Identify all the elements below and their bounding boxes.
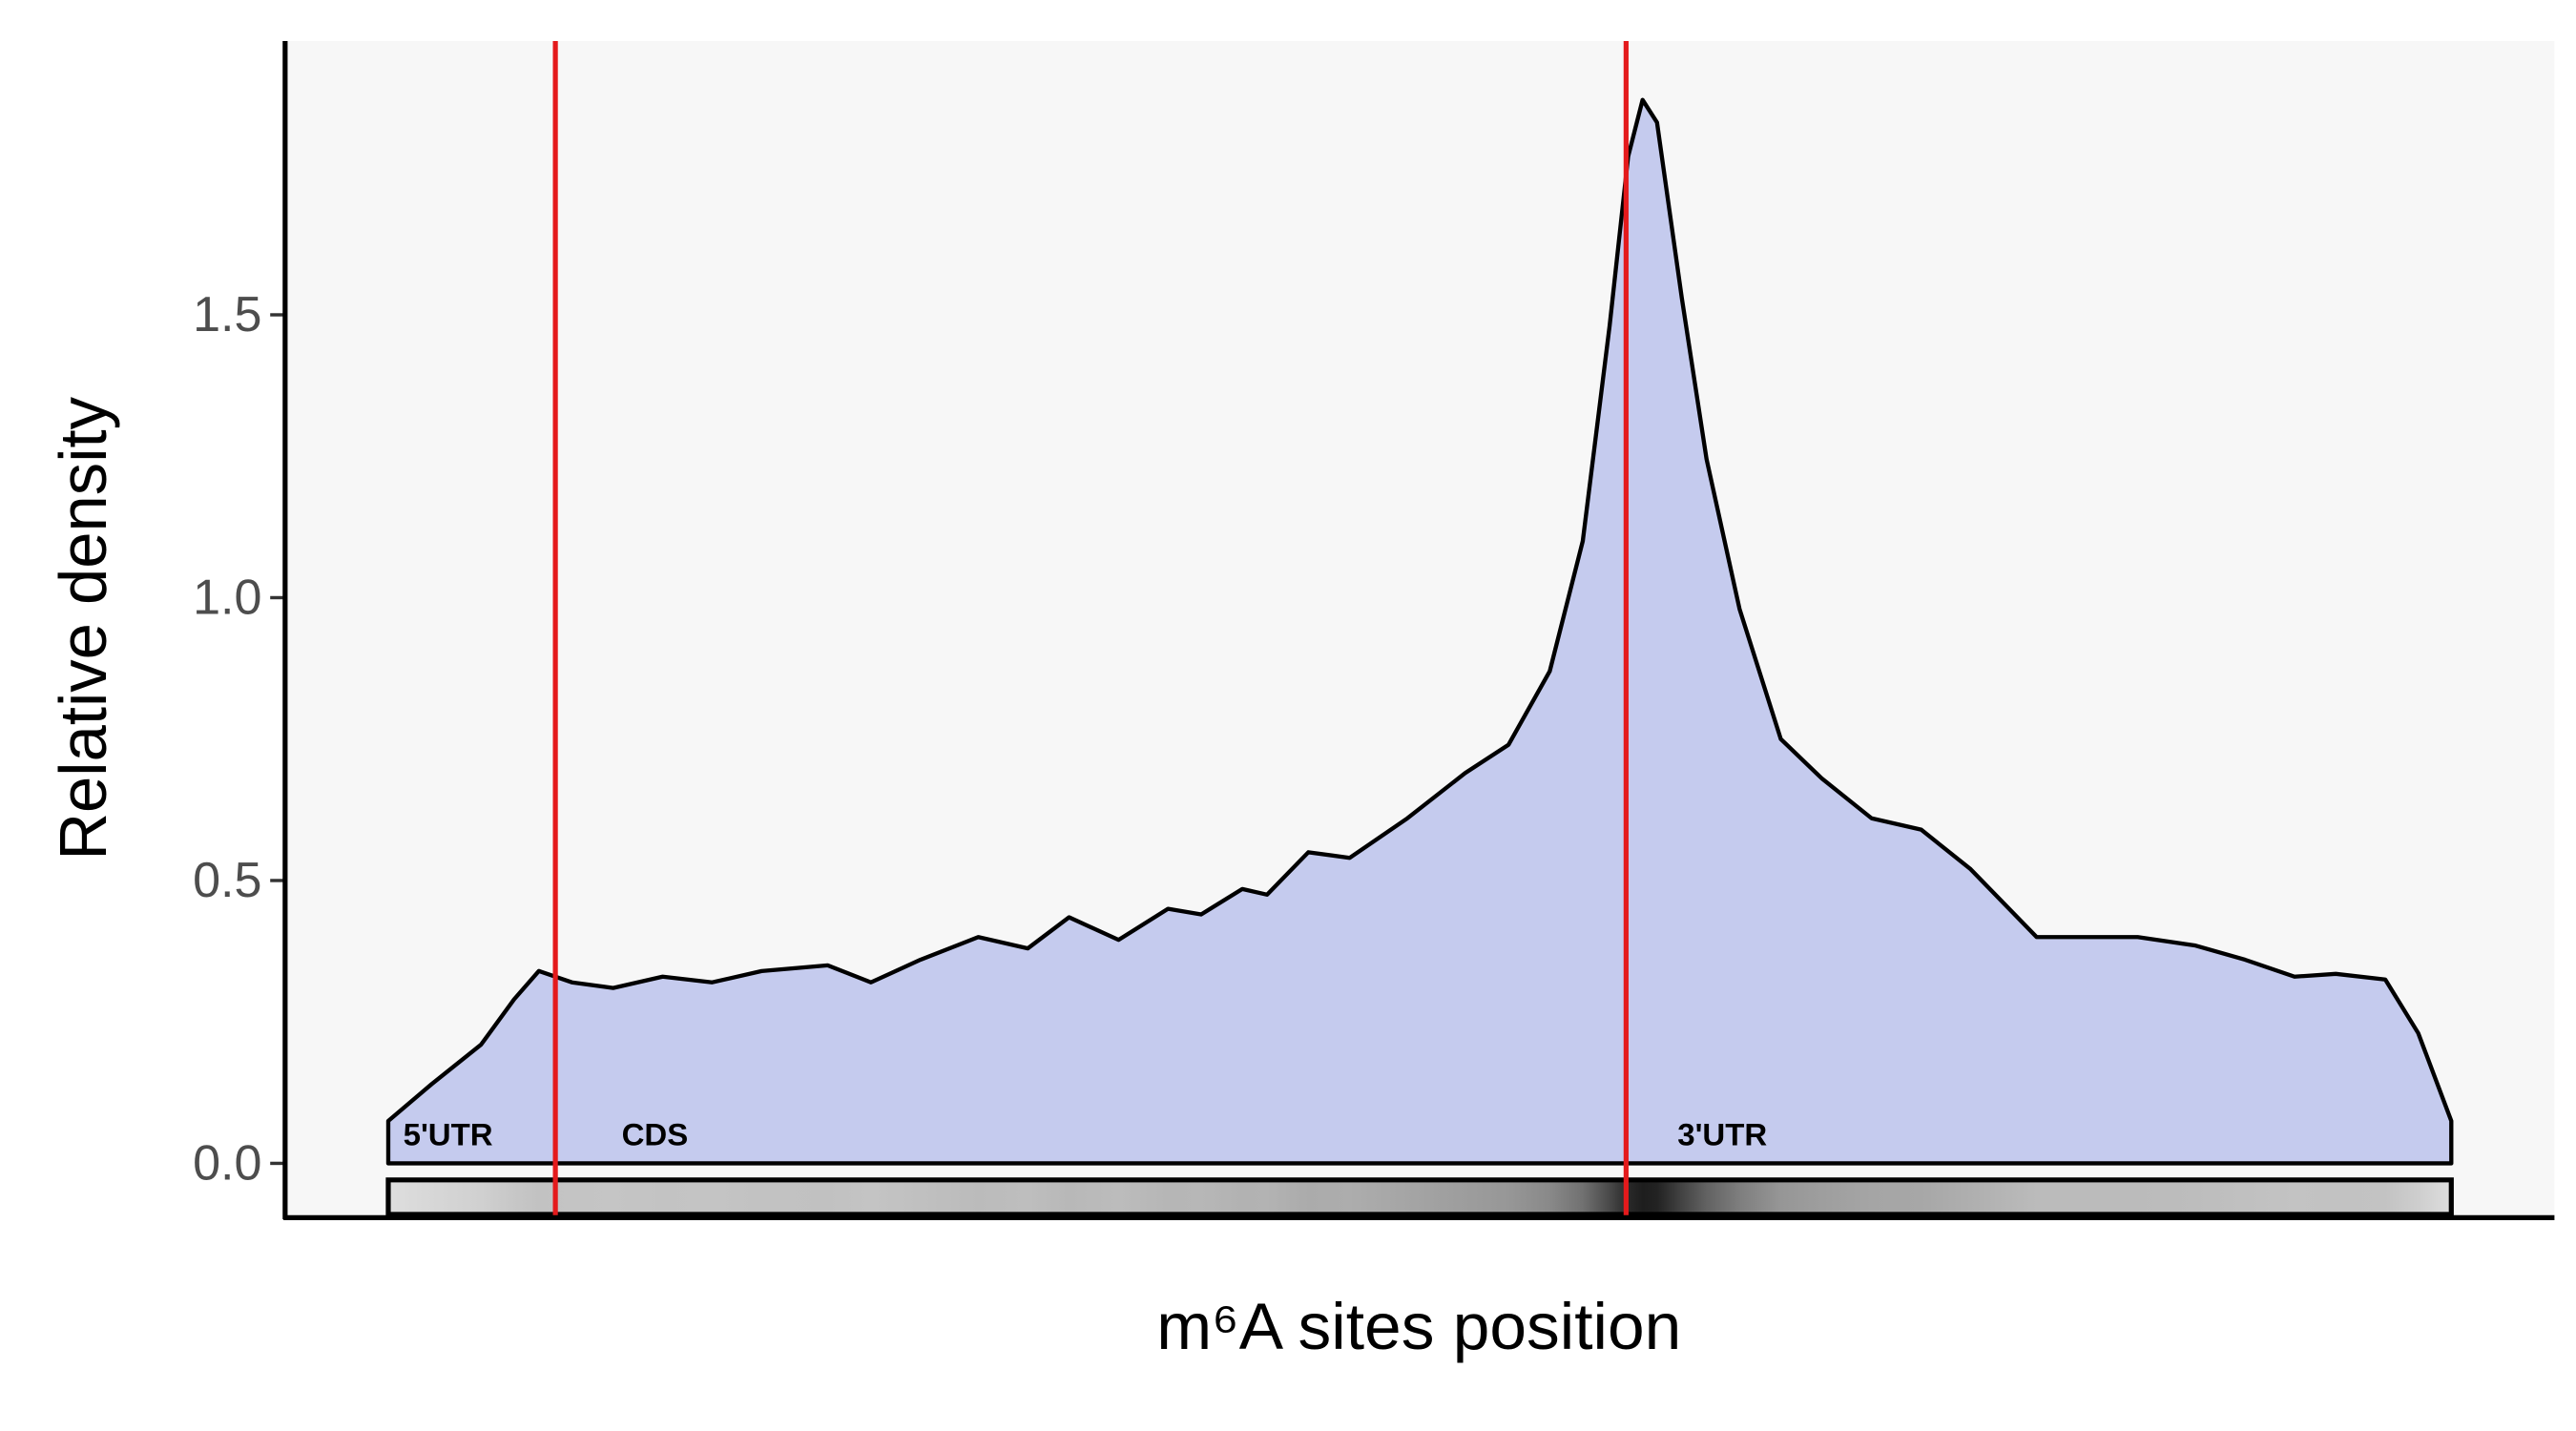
region-label: CDS <box>622 1117 689 1152</box>
y-tick-label: 0.5 <box>193 852 261 907</box>
x-axis-title: m⁶A sites position <box>1156 1289 1681 1363</box>
region-label: 3'UTR <box>1677 1117 1767 1152</box>
density-area <box>385 97 2454 1166</box>
y-tick-label: 1.0 <box>193 570 261 625</box>
region-label: 5'UTR <box>404 1117 493 1152</box>
y-tick-label: 1.5 <box>193 286 261 342</box>
position-strip <box>385 1177 2454 1217</box>
y-tick-label: 0.0 <box>193 1135 261 1191</box>
y-axis-title: Relative density <box>46 397 120 861</box>
